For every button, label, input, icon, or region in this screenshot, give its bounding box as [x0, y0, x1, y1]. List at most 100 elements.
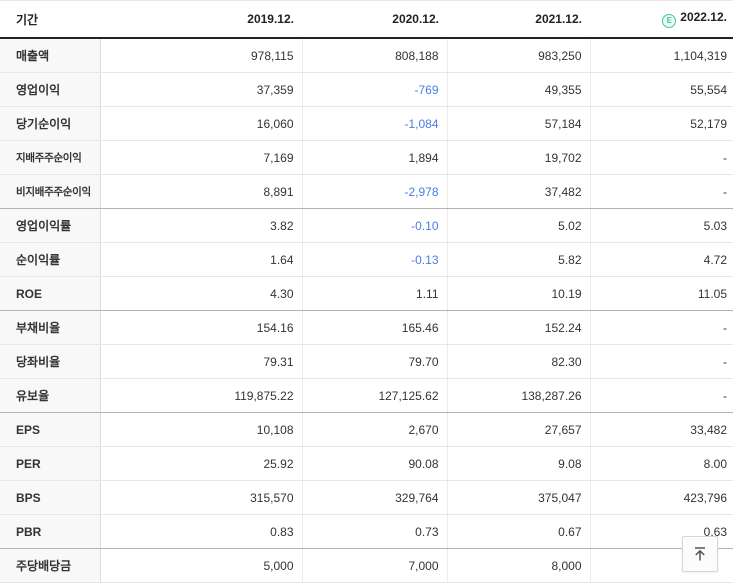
- table-row: 영업이익 37,359 -769 49,355 55,554: [0, 72, 733, 107]
- table-cell: 19,702: [446, 140, 590, 175]
- row-label: 순이익률: [0, 242, 101, 277]
- table-cell: 3.82: [100, 208, 302, 243]
- row-label: 매출액: [0, 38, 101, 73]
- row-label: 주당배당금: [0, 548, 101, 583]
- table-cell: -1,084: [301, 106, 447, 141]
- table-cell: 154.16: [100, 310, 302, 345]
- arrow-to-top-icon: [695, 547, 705, 561]
- table-cell: 7,169: [100, 140, 302, 175]
- row-label: 당좌비율: [0, 344, 101, 379]
- table-cell: -2,978: [301, 174, 447, 209]
- table-cell: 25.92: [100, 446, 302, 481]
- table-cell: 49,355: [446, 72, 590, 107]
- table-cell: 57,184: [446, 106, 590, 141]
- column-header-2020-12: 2020.12.: [302, 0, 447, 39]
- table-row: 주당배당금 5,000 7,000 8,000: [0, 548, 733, 583]
- table-cell: -: [589, 140, 733, 175]
- table-cell: 55,554: [589, 72, 733, 107]
- table-cell: -: [589, 344, 733, 379]
- table-cell: 33,482: [589, 412, 733, 447]
- table-cell: 5,000: [100, 548, 302, 583]
- table-cell: 127,125.62: [301, 378, 447, 413]
- table-cell: 315,570: [100, 480, 302, 515]
- table-cell: 79.70: [301, 344, 447, 379]
- table-cell: -0.10: [301, 208, 447, 243]
- table-cell: 5.82: [446, 242, 590, 277]
- table-cell: 27,657: [446, 412, 590, 447]
- row-label: 유보율: [0, 378, 101, 413]
- row-label: BPS: [0, 480, 101, 515]
- column-header-2021-12: 2021.12.: [447, 0, 590, 39]
- table-cell: 1.64: [100, 242, 302, 277]
- table-row: ROE 4.30 1.11 10.19 11.05: [0, 276, 733, 311]
- table-cell: 79.31: [100, 344, 302, 379]
- table-cell: 4.72: [589, 242, 733, 277]
- table-cell: 1,894: [301, 140, 447, 175]
- table-cell: 983,250: [446, 38, 590, 73]
- table-cell: 423,796: [589, 480, 733, 515]
- scroll-to-top-button[interactable]: [682, 536, 718, 572]
- table-cell: 0.67: [446, 514, 590, 549]
- table-row: 비지배주주순이익 8,891 -2,978 37,482-: [0, 174, 733, 209]
- row-label: PER: [0, 446, 101, 481]
- row-label: PBR: [0, 514, 101, 549]
- row-label: EPS: [0, 412, 101, 447]
- table-body: 매출액 978,115 808,188 983,250 1,104,319 영업이익 37,…: [0, 38, 733, 583]
- table-cell: 8,000: [446, 548, 590, 583]
- table-row: 부채비율 154.16 165.46 152.24-: [0, 310, 733, 345]
- table-row: 매출액 978,115 808,188 983,250 1,104,319: [0, 38, 733, 73]
- row-label: 비지배주주순이익: [0, 174, 101, 209]
- table-cell: 82.30: [446, 344, 590, 379]
- row-label: ROE: [0, 276, 101, 311]
- row-label: 당기순이익: [0, 106, 101, 141]
- table-row: 순이익률 1.64 -0.13 5.82 4.72: [0, 242, 733, 277]
- table-cell: 808,188: [301, 38, 447, 73]
- row-label: 부채비율: [0, 310, 101, 345]
- table-row: BPS 315,570 329,764 375,047 423,796: [0, 480, 733, 515]
- table-cell: 152.24: [446, 310, 590, 345]
- table-cell: 165.46: [301, 310, 447, 345]
- table-cell: 978,115: [100, 38, 302, 73]
- table-cell: -769: [301, 72, 447, 107]
- table-row: 지배주주순이익 7,169 1,894 19,702-: [0, 140, 733, 175]
- table-cell: 1,104,319: [589, 38, 733, 73]
- table-cell: 1.11: [301, 276, 447, 311]
- table-cell: 119,875.22: [100, 378, 302, 413]
- table-cell: 11.05: [589, 276, 733, 311]
- period-column-header: 기간: [0, 0, 100, 39]
- table-cell: 90.08: [301, 446, 447, 481]
- table-cell: 10.19: [446, 276, 590, 311]
- table-cell: 2,670: [301, 412, 447, 447]
- table-cell: 8,891: [100, 174, 302, 209]
- table-cell: 0.73: [301, 514, 447, 549]
- table-cell: -0.13: [301, 242, 447, 277]
- column-header-2022-label: 2022.12.: [680, 10, 727, 24]
- table-header-row: 기간 2019.12. 2020.12. 2021.12. E 2022.12.: [0, 0, 733, 39]
- table-cell: -: [589, 378, 733, 413]
- table-row: PER 25.92 90.08 9.08 8.00: [0, 446, 733, 481]
- table-row: 유보율 119,875.22 127,125.62 138,287.26-: [0, 378, 733, 413]
- row-label: 영업이익: [0, 72, 101, 107]
- table-cell: 0.83: [100, 514, 302, 549]
- estimate-icon: E: [662, 14, 677, 28]
- column-header-2019-12: 2019.12.: [100, 0, 302, 39]
- table-cell: 37,482: [446, 174, 590, 209]
- row-label: 영업이익률: [0, 208, 101, 243]
- table-cell: 7,000: [301, 548, 447, 583]
- table-cell: 329,764: [301, 480, 447, 515]
- column-header-2022-12: E 2022.12.: [590, 0, 733, 39]
- table-row: EPS 10,108 2,670 27,657 33,482: [0, 412, 733, 447]
- table-row: 영업이익률 3.82 -0.10 5.02 5.03: [0, 208, 733, 243]
- table-cell: -: [589, 174, 733, 209]
- table-cell: 52,179: [589, 106, 733, 141]
- row-label: 지배주주순이익: [0, 140, 101, 175]
- table-row: 당기순이익 16,060 -1,084 57,184 52,179: [0, 106, 733, 141]
- table-row: 당좌비율 79.31 79.70 82.30-: [0, 344, 733, 379]
- table-cell: 9.08: [446, 446, 590, 481]
- table-row: PBR 0.83 0.73 0.67 0.63: [0, 514, 733, 549]
- table-cell: 375,047: [446, 480, 590, 515]
- table-cell: 10,108: [100, 412, 302, 447]
- table-cell: 5.02: [446, 208, 590, 243]
- table-cell: -: [589, 310, 733, 345]
